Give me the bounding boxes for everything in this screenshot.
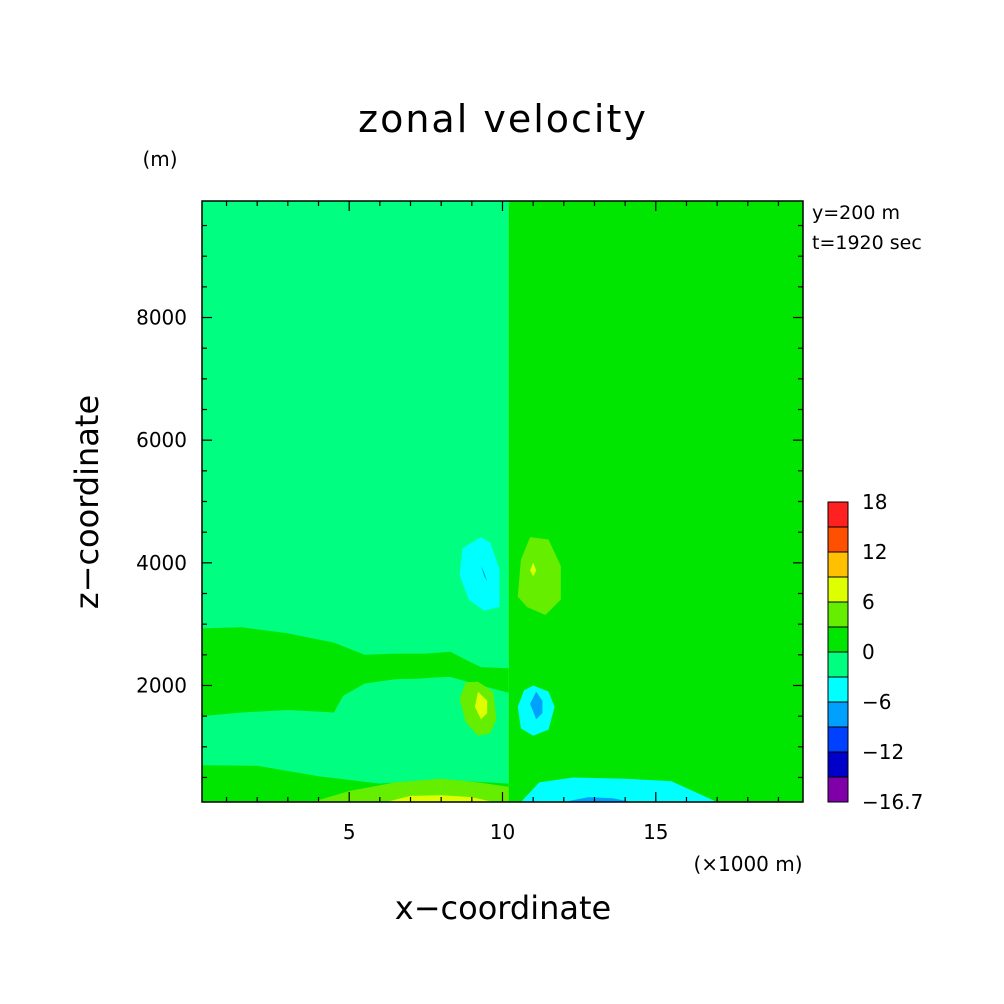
x-axis: 5 10 15	[225, 201, 780, 844]
colorbar-swatch	[827, 701, 849, 728]
y-axis-label: z−coordinate	[68, 395, 106, 609]
contour-region-bottom_left_strong	[312, 778, 509, 802]
chart-title: zonal velocity	[358, 97, 648, 141]
colorbar-swatch	[827, 576, 849, 603]
colorbar-label: 18	[862, 490, 887, 514]
colorbar-swatch	[827, 526, 849, 553]
colorbar-label: 12	[862, 540, 887, 564]
contour-region-bottom_right_min	[563, 797, 632, 802]
y-tick-label: 4000	[136, 551, 187, 575]
contour-region-band_left_positive	[202, 627, 509, 717]
contour-region-lower_right_min	[530, 691, 543, 720]
contour-region-upper_right_max	[530, 562, 537, 577]
contour-region-lower_left_max	[474, 691, 488, 720]
colorbar-swatch	[827, 676, 849, 703]
x-unit-label: (×1000 m)	[693, 852, 802, 876]
x-tick-label: 5	[343, 820, 356, 844]
y-unit-label: (m)	[142, 147, 177, 171]
x-tick-label: 10	[490, 820, 515, 844]
colorbar-label: −12	[862, 740, 904, 764]
contour-region-band_right_positive	[508, 629, 803, 744]
colorbar-label: 0	[862, 640, 875, 664]
colorbar-swatch	[827, 651, 849, 678]
annotation-y: y=200 m	[812, 202, 900, 224]
colorbar-label: 6	[862, 590, 875, 614]
contour-region-bottom_right_negative	[520, 777, 718, 802]
x-tick-label: 15	[643, 820, 668, 844]
contour-region-upper_left_min	[481, 565, 488, 582]
colorbar-swatch	[827, 726, 849, 753]
x-axis-label: x−coordinate	[395, 889, 611, 927]
colorbar-swatch	[827, 501, 849, 528]
contour-region-bottom_left_max	[386, 795, 494, 802]
colorbar-swatch	[827, 601, 849, 628]
colorbar-swatch	[827, 551, 849, 578]
colorbar: 18 12 6 0 −6 −12 −16.7	[827, 490, 923, 814]
y-tick-label: 2000	[136, 673, 187, 697]
colorbar-swatch	[827, 751, 849, 778]
contour-region-upper_left_negative	[459, 537, 500, 611]
colorbar-swatch	[827, 626, 849, 653]
annotation-t: t=1920 sec	[812, 232, 922, 254]
y-tick-label: 8000	[136, 306, 187, 330]
y-tick-label: 6000	[136, 428, 187, 452]
contour-fields	[202, 201, 803, 802]
y-axis: 2000 4000 6000 8000	[136, 224, 803, 779]
colorbar-swatch	[827, 776, 849, 803]
colorbar-label: −16.7	[862, 790, 923, 814]
contour-region-upper_right_positive	[517, 537, 561, 615]
colorbar-label: −6	[862, 690, 891, 714]
